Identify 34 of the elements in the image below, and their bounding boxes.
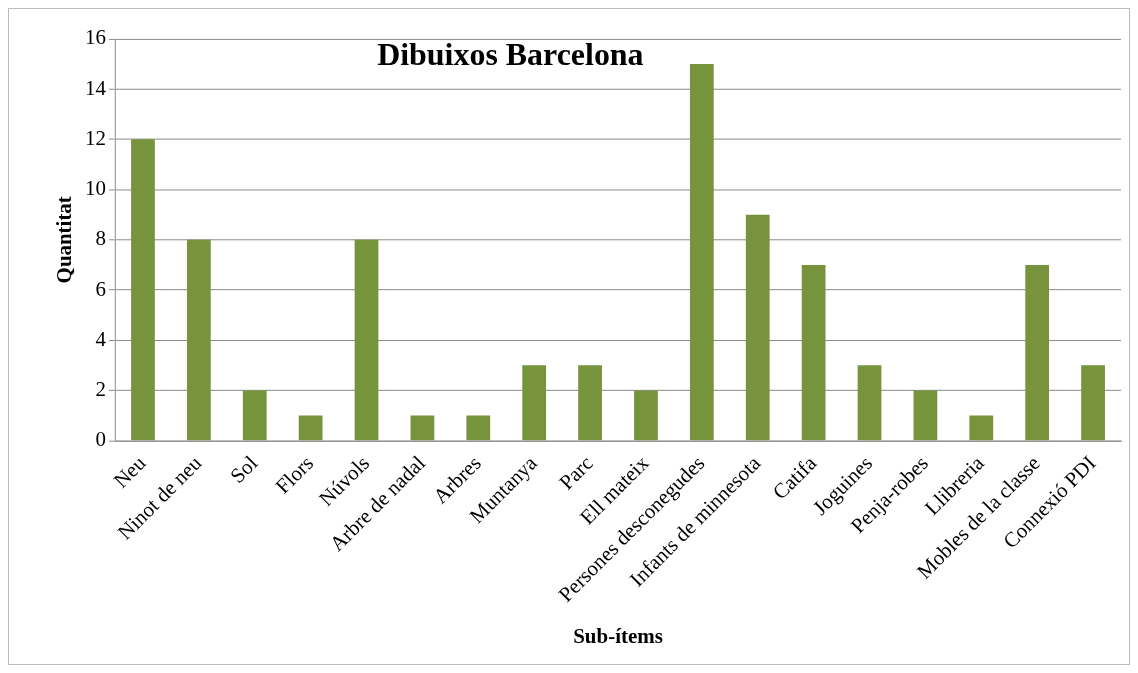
bar	[634, 390, 658, 441]
y-tick-label: 10	[85, 176, 107, 201]
y-tick-label: 12	[85, 125, 107, 150]
bar	[186, 239, 211, 441]
y-tick-label: 16	[85, 25, 107, 50]
bar	[522, 365, 547, 441]
bar	[857, 365, 882, 441]
y-tick-label: 2	[95, 376, 107, 401]
bar	[354, 239, 379, 441]
bar	[745, 214, 770, 441]
x-tick-label: Flors	[270, 451, 319, 499]
bar	[689, 64, 714, 441]
x-tick-label: Parc	[554, 451, 598, 495]
bar	[466, 415, 491, 441]
y-tick-label: 4	[95, 326, 107, 351]
bar	[578, 365, 602, 441]
x-tick-label: Sol	[225, 450, 263, 488]
y-tick-label: 0	[95, 427, 107, 452]
bar	[969, 415, 994, 441]
bar	[913, 390, 938, 441]
y-axis-title: Quantitat	[51, 196, 76, 284]
y-tick-label: 14	[85, 75, 107, 100]
y-tick-label: 8	[95, 226, 107, 251]
chart-title: Dibuixos Barcelona	[377, 37, 644, 73]
x-axis-title: Sub-ítems	[573, 623, 663, 648]
bar	[131, 139, 155, 441]
bar	[801, 264, 826, 441]
x-tick-label: Neu	[108, 450, 151, 493]
bar	[410, 415, 435, 441]
bar	[1025, 264, 1050, 441]
bar	[242, 390, 267, 441]
y-tick-label: 6	[95, 276, 107, 301]
bar	[298, 415, 323, 441]
bar	[1081, 365, 1105, 441]
